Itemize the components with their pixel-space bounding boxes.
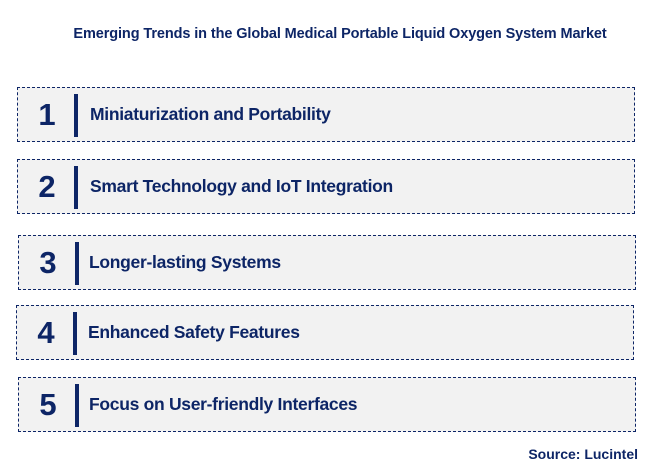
trend-number: 2 (38, 168, 56, 204)
trend-label: Smart Technology and IoT Integration (90, 176, 393, 196)
diagram-title: Emerging Trends in the Global Medical Po… (73, 26, 607, 42)
trend-label: Longer-lasting Systems (89, 252, 281, 272)
trend-label: Focus on User-friendly Interfaces (89, 394, 358, 414)
divider-bar (75, 384, 79, 427)
trend-item-3: 3 Longer-lasting Systems (18, 235, 636, 290)
trend-item-1: 1 Miniaturization and Portability (17, 87, 635, 142)
trend-item-2: 2 Smart Technology and IoT Integration (17, 159, 635, 214)
trend-label: Enhanced Safety Features (88, 322, 300, 342)
trend-number: 3 (39, 244, 57, 280)
divider-bar (74, 166, 78, 209)
trend-item-5: 5 Focus on User-friendly Interfaces (18, 377, 636, 432)
divider-bar (74, 94, 78, 137)
trend-number: 1 (38, 96, 56, 132)
trend-item-4: 4 Enhanced Safety Features (16, 305, 634, 360)
source-label: Source: Lucintel (528, 446, 638, 462)
trend-label: Miniaturization and Portability (90, 104, 331, 124)
trend-number: 4 (37, 314, 55, 350)
divider-bar (75, 242, 79, 285)
trend-number: 5 (39, 386, 57, 422)
divider-bar (73, 312, 77, 355)
